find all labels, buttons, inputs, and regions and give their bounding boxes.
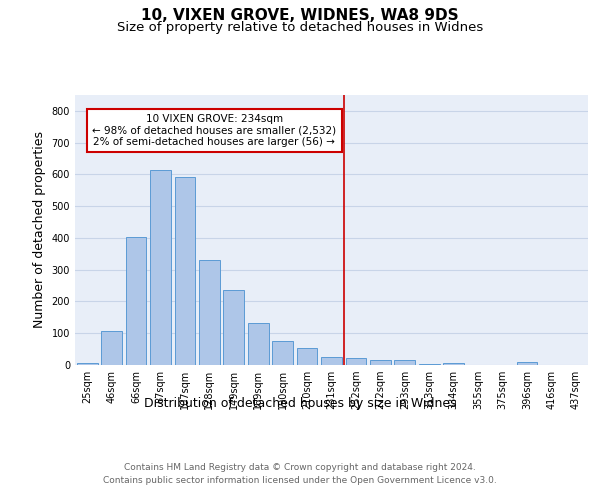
Bar: [248, 323, 269, 365]
Bar: [125, 237, 146, 365]
Bar: [175, 177, 196, 365]
Text: 10 VIXEN GROVE: 234sqm
← 98% of detached houses are smaller (2,532)
2% of semi-d: 10 VIXEN GROVE: 234sqm ← 98% of detached…: [92, 114, 337, 148]
Bar: [101, 331, 122, 365]
Bar: [517, 362, 538, 365]
Text: Distribution of detached houses by size in Widnes: Distribution of detached houses by size …: [143, 398, 457, 410]
Bar: [419, 364, 440, 365]
Bar: [272, 340, 293, 365]
Bar: [223, 290, 244, 365]
Bar: [443, 364, 464, 365]
Bar: [346, 358, 367, 365]
Bar: [321, 357, 342, 365]
Bar: [394, 360, 415, 365]
Text: Contains public sector information licensed under the Open Government Licence v3: Contains public sector information licen…: [103, 476, 497, 485]
Text: Contains HM Land Registry data © Crown copyright and database right 2024.: Contains HM Land Registry data © Crown c…: [124, 462, 476, 471]
Bar: [370, 360, 391, 365]
Bar: [296, 348, 317, 365]
Text: Size of property relative to detached houses in Widnes: Size of property relative to detached ho…: [117, 21, 483, 34]
Bar: [199, 260, 220, 365]
Text: 10, VIXEN GROVE, WIDNES, WA8 9DS: 10, VIXEN GROVE, WIDNES, WA8 9DS: [141, 8, 459, 22]
Y-axis label: Number of detached properties: Number of detached properties: [33, 132, 46, 328]
Bar: [77, 363, 98, 365]
Bar: [150, 170, 171, 365]
